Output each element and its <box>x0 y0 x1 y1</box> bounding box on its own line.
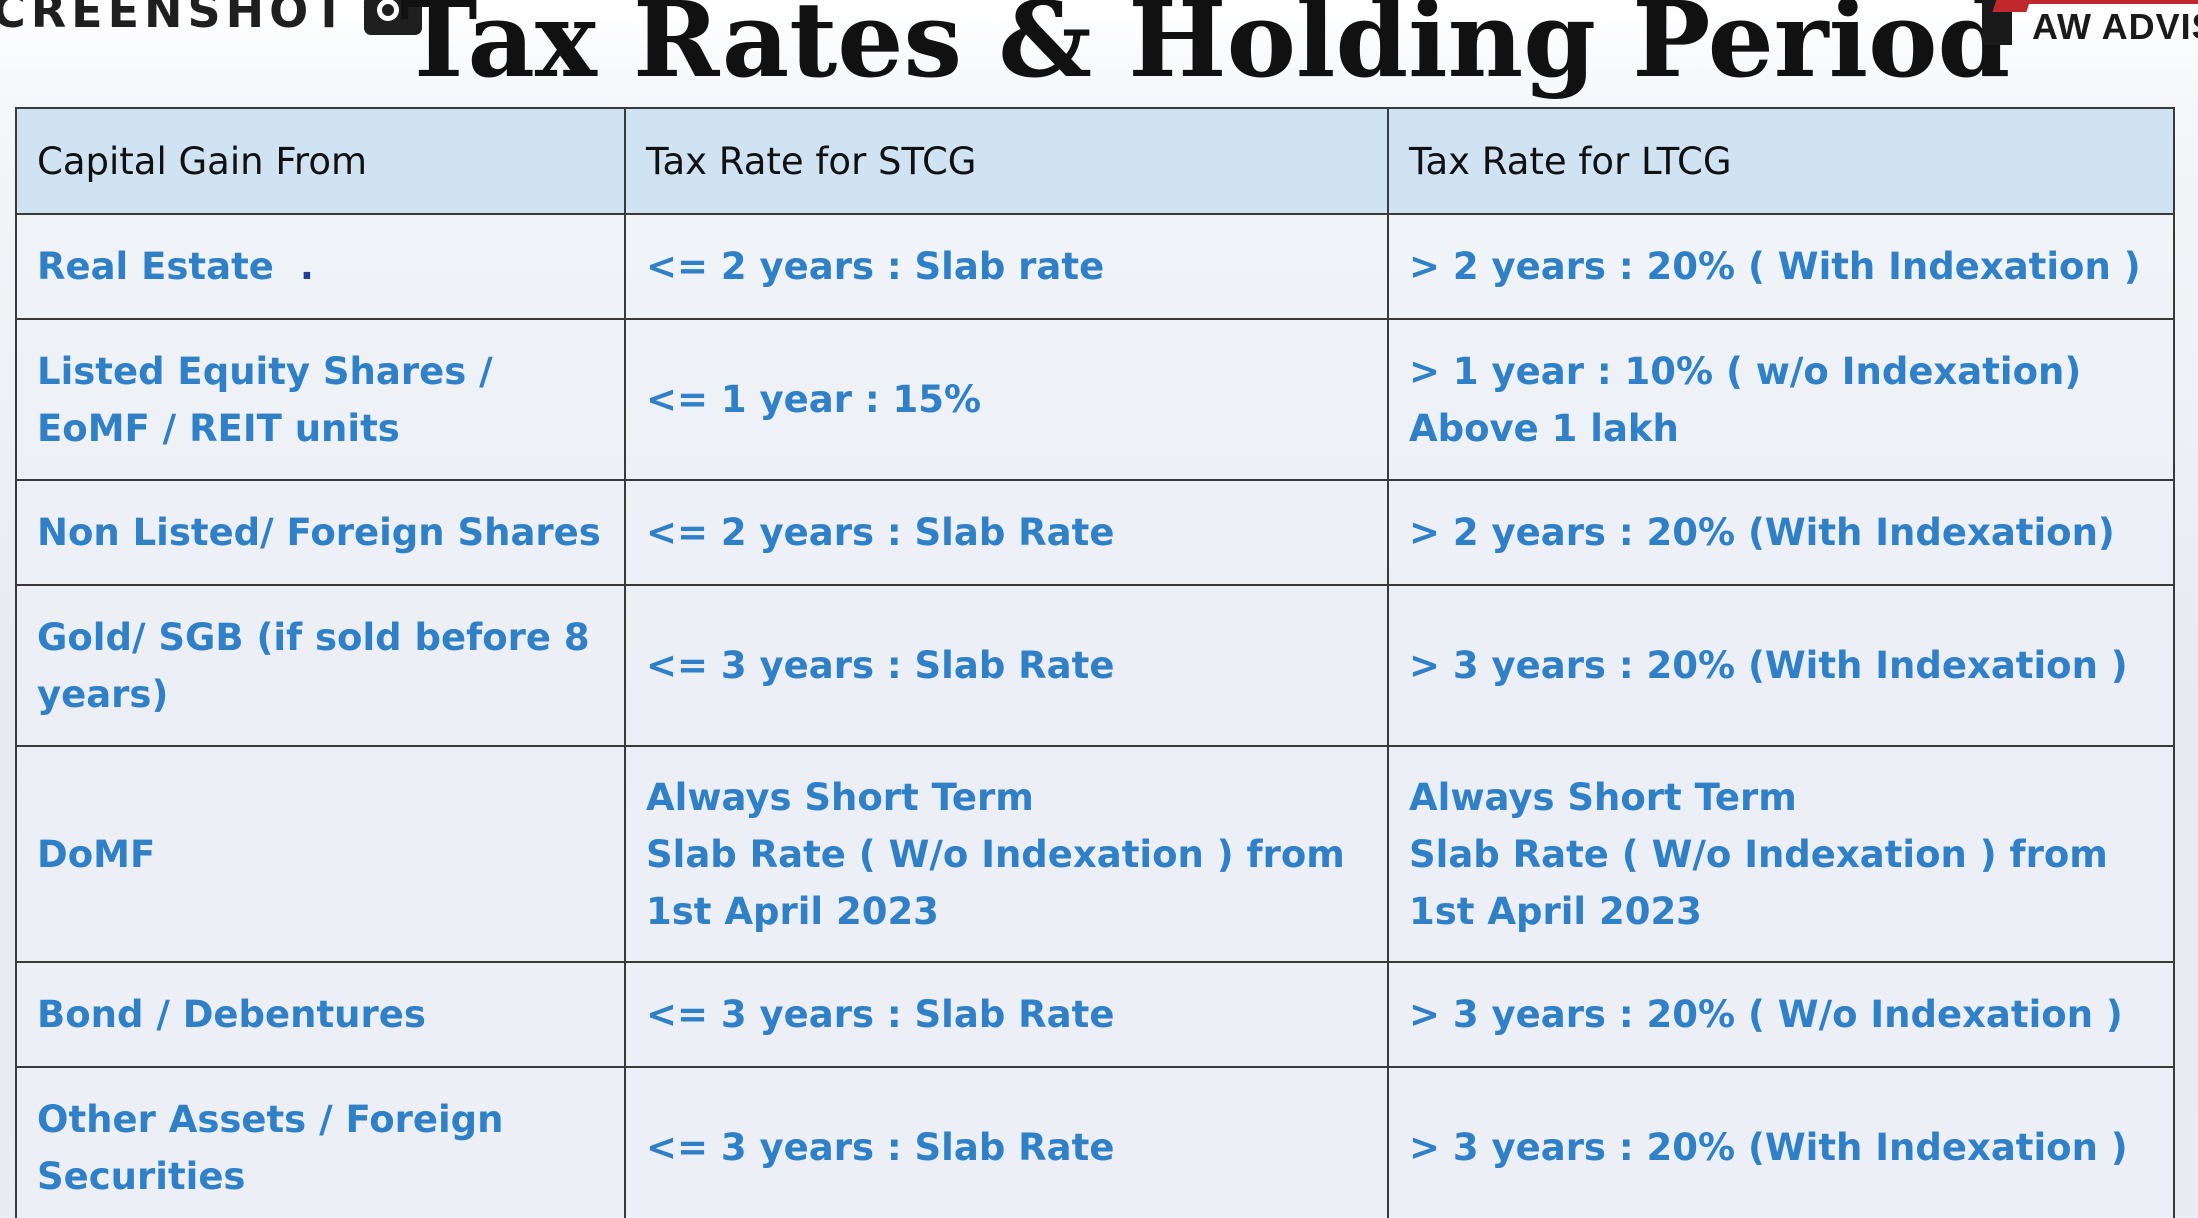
stcg-cell: <= 1 year : 15% <box>624 318 1389 481</box>
brand-logo: AW ADVISO <box>1978 0 2198 60</box>
screenshot-watermark: CREENSHOT <box>0 0 422 38</box>
brand-logo-text: AW ADVISO <box>2032 6 2198 47</box>
table-row: Other Assets / Foreign Securities <= 3 y… <box>15 1066 2175 1218</box>
asset-cell: Non Listed/ Foreign Shares <box>15 479 626 586</box>
asset-cell: Other Assets / Foreign Securities <box>15 1066 626 1218</box>
asset-cell: DoMF <box>15 745 626 963</box>
ltcg-cell: > 3 years : 20% (With Indexation ) <box>1387 1066 2175 1218</box>
header-ltcg-rate: Tax Rate for LTCG <box>1387 107 2175 215</box>
ltcg-cell: > 1 year : 10% ( w/o Indexation) Above 1… <box>1387 318 2175 481</box>
ltcg-cell: Always Short Term Slab Rate ( W/o Indexa… <box>1387 745 2175 963</box>
page-title: Tax Rates & Holding Period <box>400 0 2011 101</box>
table-row: Bond / Debentures <= 3 years : Slab Rate… <box>15 961 2175 1068</box>
asset-label: Real Estate <box>37 245 274 288</box>
asset-cell: Bond / Debentures <box>15 961 626 1068</box>
table-row: DoMF Always Short Term Slab Rate ( W/o I… <box>15 745 2175 963</box>
stcg-cell: Always Short Term Slab Rate ( W/o Indexa… <box>624 745 1389 963</box>
ltcg-cell: > 3 years : 20% (With Indexation ) <box>1387 584 2175 747</box>
asset-cell: Real Estate. <box>15 213 626 320</box>
asset-cell: Listed Equity Shares / EoMF / REIT units <box>15 318 626 481</box>
ltcg-cell: > 3 years : 20% ( W/o Indexation ) <box>1387 961 2175 1068</box>
table-row: Gold/ SGB (if sold before 8 years) <= 3 … <box>15 584 2175 747</box>
stcg-cell: <= 3 years : Slab Rate <box>624 1066 1389 1218</box>
tax-rates-table: Capital Gain From Tax Rate for STCG Tax … <box>15 107 2175 1218</box>
table-row: Real Estate. <= 2 years : Slab rate > 2 … <box>15 213 2175 320</box>
brand-logo-mark <box>1982 0 2012 45</box>
header-capital-gain-from: Capital Gain From <box>15 107 626 215</box>
brand-logo-banner <box>2025 0 2198 4</box>
table-header-row: Capital Gain From Tax Rate for STCG Tax … <box>15 107 2175 215</box>
table-row: Listed Equity Shares / EoMF / REIT units… <box>15 318 2175 481</box>
ltcg-cell: > 2 years : 20% (With Indexation) <box>1387 479 2175 586</box>
stcg-cell: <= 2 years : Slab Rate <box>624 479 1389 586</box>
stcg-cell: <= 3 years : Slab Rate <box>624 584 1389 747</box>
table-row: Non Listed/ Foreign Shares <= 2 years : … <box>15 479 2175 586</box>
stcg-cell: <= 2 years : Slab rate <box>624 213 1389 320</box>
watermark-label: CREENSHOT <box>0 0 350 38</box>
camera-icon <box>363 0 422 35</box>
stray-dot-mark: . <box>299 245 314 288</box>
stcg-cell: <= 3 years : Slab Rate <box>624 961 1389 1068</box>
asset-cell: Gold/ SGB (if sold before 8 years) <box>15 584 626 747</box>
header-stcg-rate: Tax Rate for STCG <box>624 107 1389 215</box>
ltcg-cell: > 2 years : 20% ( With Indexation ) <box>1387 213 2175 320</box>
